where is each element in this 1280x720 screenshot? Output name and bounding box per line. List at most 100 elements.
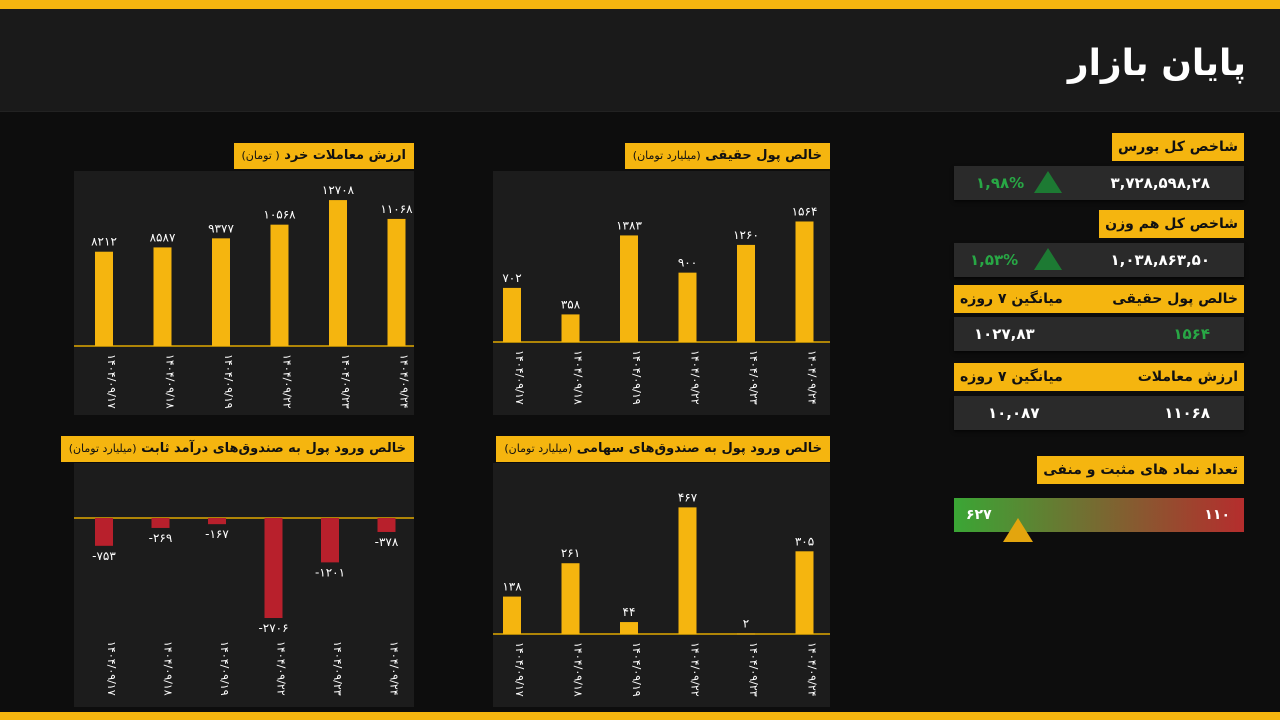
x-tick-label: ۱۴۰۴/۰۹/۲۲ (689, 642, 702, 697)
bourse-index-label: شاخص کل بورس (1111, 133, 1244, 161)
negative-symbols-count: ۱۱۰ (1204, 507, 1230, 523)
chart-title-retail: ارزش معاملات خرد ( تومان) (233, 143, 414, 169)
chart-real-money-svg: ۷۰۲ ۱۴۰۴/۰۹/۱۷ ۳۵۸ ۱۴۰۴/۰۹/۱۸ ۱۳۸۳ ۱۴۰۴/۰۹/۱۹… (493, 204, 830, 405)
trade-value-avg-label: میانگین ۷ روزه (960, 369, 1063, 385)
data-label: ۱۰۵۶۸ (263, 208, 296, 222)
chart-fixed-income: -۷۵۳ ۱۴۰۴/۰۹/۱۷ -۲۶۹ ۱۴۰۴/۰۹/۱۸ -۱۶۷ ۱۴۰۴/۰۹/… (74, 463, 414, 707)
bourse-index-row: ۱,۹۸% ۳,۷۲۸,۵۹۸,۲۸ (954, 166, 1244, 200)
data-label: ۹۰۰ (678, 256, 697, 270)
chart-bar (620, 622, 638, 634)
trade-value-header: ارزش معاملات میانگین ۷ روزه (954, 363, 1244, 391)
symbols-count-label: تعداد نماد های مثبت و منفی (1037, 456, 1244, 484)
chart-title-text: ارزش معاملات خرد (284, 148, 406, 163)
chart-bar (737, 633, 755, 635)
chart-bar (795, 551, 814, 634)
x-tick-label: ۱۴۰۴/۰۹/۱۸ (162, 641, 175, 696)
data-label: ۴۶۷ (678, 490, 698, 504)
chart-subtitle-text: (میلیارد تومان) (68, 442, 137, 455)
real-money-header: خالص پول حقیقی میانگین ۷ روزه (954, 285, 1244, 313)
chart-bar (95, 518, 113, 546)
equal-weight-index-row: ۱,۵۳% ۱,۰۳۸,۸۶۳,۵۰ (954, 243, 1244, 277)
data-label: -۱۶۷ (205, 527, 229, 541)
chart-title-text: خالص ورود پول به صندوق‌های سهامی (576, 441, 822, 456)
data-label: ۱۳۸۳ (616, 218, 642, 232)
chart-subtitle-text: (میلیارد تومان) (632, 149, 701, 162)
bourse-index-value: ۳,۷۲۸,۵۹۸,۲۸ (1110, 174, 1211, 192)
symbols-balance-bar: ۶۲۷ ۱۱۰ (954, 498, 1244, 532)
x-tick-label: ۱۴۰۴/۰۹/۱۷ (513, 350, 526, 405)
data-label: -۳۷۸ (375, 535, 399, 549)
up-arrow-icon (1034, 171, 1062, 193)
top-accent-bar (0, 0, 1280, 9)
real-money-value: ۱۵۶۴ (1173, 325, 1210, 343)
balance-pointer-icon (1003, 518, 1033, 542)
real-money-avg-label: میانگین ۷ روزه (960, 291, 1063, 307)
chart-retail: ۸۲۱۲ ۱۴۰۴/۰۹/۱۷ ۸۵۸۷ ۱۴۰۴/۰۹/۱۸ ۹۳۷۷ ۱۴۰۴/۰۹/… (74, 171, 414, 415)
real-money-avg-value: ۱۰۲۷,۸۳ (974, 325, 1035, 343)
x-tick-label: ۱۴۰۴/۰۹/۱۹ (218, 641, 231, 696)
chart-title-text: خالص ورود پول به صندوق‌های درآمد ثابت (141, 441, 406, 456)
x-tick-label: ۱۴۰۴/۰۹/۲۳ (747, 350, 760, 405)
equal-weight-index-value: ۱,۰۳۸,۸۶۳,۵۰ (1110, 251, 1211, 269)
chart-title-real-money: خالص پول حقیقی (میلیارد تومان) (624, 143, 830, 169)
data-label: ۴۴ (623, 605, 636, 619)
data-label: ۹۳۷۷ (208, 221, 234, 235)
equal-weight-index-change: ۱,۵۳% (970, 251, 1019, 269)
x-tick-label: ۱۴۰۴/۰۹/۲۲ (281, 354, 294, 409)
x-tick-label: ۱۴۰۴/۰۹/۱۹ (222, 354, 235, 409)
chart-subtitle-text: ( تومان) (241, 149, 280, 162)
up-arrow-icon (1034, 248, 1062, 270)
x-tick-label: ۱۴۰۴/۰۹/۲۴ (806, 642, 819, 697)
chart-title-text: خالص پول حقیقی (705, 148, 822, 163)
chart-retail-svg: ۸۲۱۲ ۱۴۰۴/۰۹/۱۷ ۸۵۸۷ ۱۴۰۴/۰۹/۱۸ ۹۳۷۷ ۱۴۰۴/۰۹/… (74, 183, 414, 409)
x-tick-label: ۱۴۰۴/۰۹/۱۸ (164, 354, 177, 409)
data-label: ۱۲۶۰ (733, 228, 759, 242)
chart-bar (561, 563, 580, 634)
real-money-label: خالص پول حقیقی (1112, 291, 1238, 307)
trade-value-row: ۱۰,۰۸۷ ۱۱۰۶۸ (954, 396, 1244, 430)
chart-bar (561, 314, 580, 342)
x-tick-label: ۱۴۰۴/۰۹/۲۲ (689, 350, 702, 405)
chart-bar (678, 272, 697, 342)
x-tick-label: ۱۴۰۴/۰۹/۲۲ (275, 641, 288, 696)
chart-bar (153, 247, 172, 346)
x-tick-label: ۱۴۰۴/۰۹/۱۷ (105, 354, 118, 409)
chart-bar (737, 244, 755, 342)
x-tick-label: ۱۴۰۴/۰۹/۱۷ (105, 641, 118, 696)
data-label: ۱۵۶۴ (792, 204, 818, 218)
chart-bar (329, 200, 347, 346)
chart-bar (795, 221, 814, 342)
data-label: -۲۶۹ (149, 531, 173, 545)
x-tick-label: ۱۴۰۴/۰۹/۱۸ (572, 350, 585, 405)
x-tick-label: ۱۴۰۴/۰۹/۱۸ (572, 642, 585, 697)
chart-subtitle-text: (میلیارد تومان) (504, 442, 573, 455)
data-label: ۸۲۱۲ (91, 235, 117, 249)
x-tick-label: ۱۴۰۴/۰۹/۲۳ (339, 354, 352, 409)
x-tick-label: ۱۴۰۴/۰۹/۱۹ (630, 350, 643, 405)
chart-equity-funds-svg: ۱۳۸ ۱۴۰۴/۰۹/۱۷ ۲۶۱ ۱۴۰۴/۰۹/۱۸ ۴۴ ۱۴۰۴/۰۹/۱۹ ۴۶… (493, 490, 830, 697)
data-label: ۲۶۱ (561, 546, 580, 560)
x-tick-label: ۱۴۰۴/۰۹/۱۷ (513, 642, 526, 697)
trade-value-avg-value: ۱۰,۰۸۷ (988, 404, 1040, 422)
trade-value-label: ارزش معاملات (1137, 369, 1238, 385)
chart-real-money: ۷۰۲ ۱۴۰۴/۰۹/۱۷ ۳۵۸ ۱۴۰۴/۰۹/۱۸ ۱۳۸۳ ۱۴۰۴/۰۹/۱۹… (493, 171, 830, 415)
x-tick-label: ۱۴۰۴/۰۹/۲۴ (388, 641, 401, 696)
data-label: ۱۱۰۶۸ (380, 202, 413, 216)
x-tick-label: ۱۴۰۴/۰۹/۲۴ (806, 350, 819, 405)
data-label: ۱۲۷۰۸ (322, 183, 355, 197)
chart-bar (95, 251, 113, 346)
chart-bar (208, 518, 226, 525)
bottom-accent-bar (0, 712, 1280, 720)
chart-bar (503, 287, 521, 342)
trade-value-value: ۱۱۰۶۸ (1164, 404, 1210, 422)
data-label: ۲ (743, 616, 749, 630)
chart-bar (270, 224, 289, 346)
data-label: ۸۵۸۷ (150, 230, 176, 244)
x-tick-label: ۱۴۰۴/۰۹/۱۹ (630, 642, 643, 697)
equal-weight-index-label: شاخص کل هم وزن (1099, 210, 1244, 238)
chart-title-fixed-income: خالص ورود پول به صندوق‌های درآمد ثابت (م… (60, 436, 414, 462)
chart-fixed-income-svg: -۷۵۳ ۱۴۰۴/۰۹/۱۷ -۲۶۹ ۱۴۰۴/۰۹/۱۸ -۱۶۷ ۱۴۰۴/۰۹/… (74, 517, 414, 696)
data-label: -۲۷۰۶ (258, 621, 288, 635)
header: پایان بازار (0, 9, 1280, 112)
x-tick-label: ۱۴۰۴/۰۹/۲۳ (747, 642, 760, 697)
